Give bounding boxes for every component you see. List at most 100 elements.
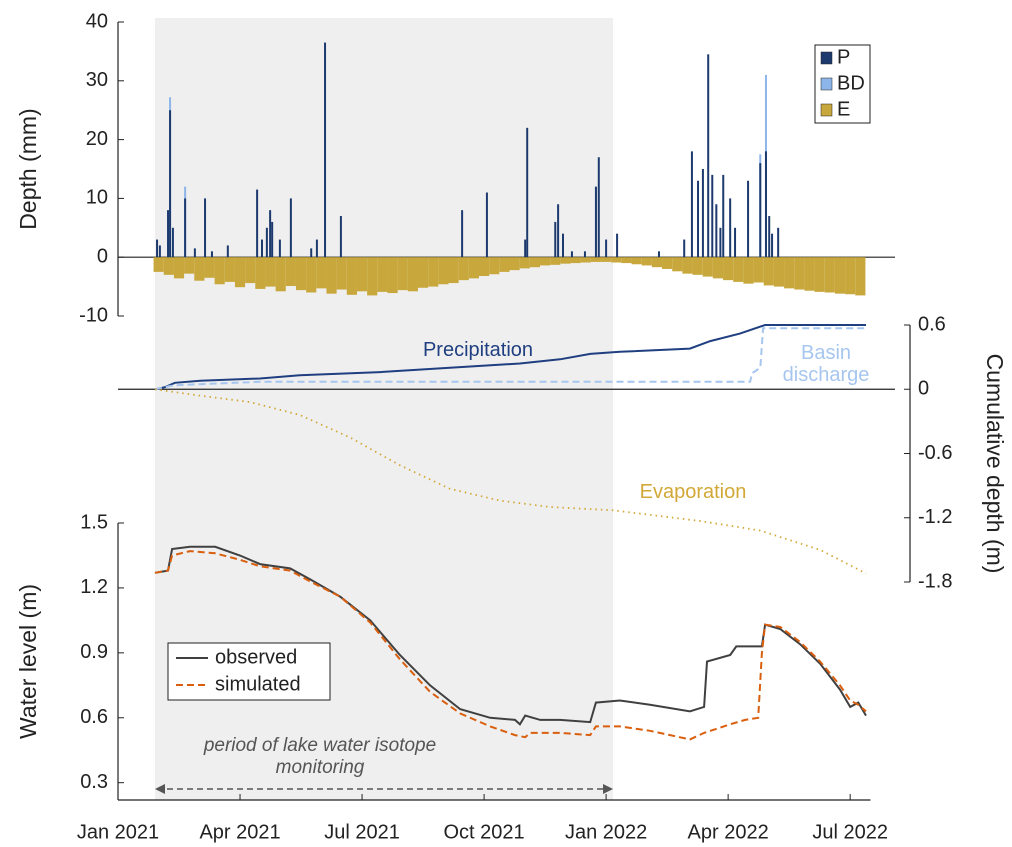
bar <box>169 110 172 258</box>
bar <box>605 239 608 258</box>
bar <box>526 127 529 258</box>
series-label: Basin discharge <box>782 342 870 386</box>
x-tick-label: Apr 2021 <box>199 821 280 843</box>
bar <box>346 257 357 295</box>
bar <box>834 257 846 294</box>
bar <box>570 257 581 264</box>
bar <box>428 257 439 287</box>
legend-swatch <box>820 51 833 65</box>
y-tick-label: 0 <box>918 378 929 400</box>
bar <box>657 251 660 258</box>
legend-label: P <box>837 46 850 68</box>
bar <box>524 239 527 258</box>
x-tick-label: Jul 2021 <box>324 821 400 843</box>
bar <box>448 257 459 284</box>
bar <box>662 257 673 269</box>
bar <box>245 257 256 284</box>
x-tick-label: Jan 2022 <box>565 821 647 843</box>
bar <box>158 245 161 258</box>
y-tick-label: 1.5 <box>80 511 108 533</box>
bar <box>295 257 307 291</box>
y-tick-label: 20 <box>86 128 108 150</box>
bar <box>193 248 196 258</box>
bar <box>377 257 388 292</box>
bar <box>855 257 866 296</box>
bar <box>583 251 586 258</box>
bar <box>611 257 622 263</box>
y-axis-label: Water level (m) <box>15 584 41 739</box>
bar <box>734 227 737 258</box>
bar <box>265 257 276 287</box>
bar <box>594 186 597 258</box>
bar <box>367 257 378 296</box>
bar <box>265 227 268 258</box>
series-label: Evaporation <box>639 481 747 503</box>
bar <box>315 239 318 258</box>
bar <box>271 221 274 258</box>
y-tick-label: 40 <box>86 10 108 32</box>
bar <box>269 210 272 258</box>
bar <box>554 221 557 258</box>
bar <box>171 227 174 258</box>
bar <box>458 257 469 281</box>
y-axis-label: Cumulative depth (m) <box>982 354 1008 574</box>
bar <box>184 198 187 258</box>
bar <box>719 227 722 258</box>
bar <box>697 180 700 258</box>
y-tick-label: 0.6 <box>918 313 946 335</box>
y-axis-label: Depth (mm) <box>15 108 41 229</box>
series-label: Precipitation <box>422 339 534 361</box>
bar <box>255 257 266 289</box>
bar <box>616 233 619 258</box>
bar <box>692 257 703 275</box>
bar <box>712 257 724 279</box>
bar <box>729 198 732 258</box>
bar <box>557 204 560 258</box>
bar <box>438 257 449 285</box>
bar <box>768 216 771 258</box>
bar <box>651 257 663 268</box>
bar <box>777 227 780 258</box>
y-tick-label: 1.2 <box>80 576 108 598</box>
bar <box>204 198 207 258</box>
legend-swatch <box>820 103 833 117</box>
bar <box>163 257 174 275</box>
bar <box>690 151 693 258</box>
bar <box>387 257 398 294</box>
bar <box>601 257 612 262</box>
bar <box>814 257 825 292</box>
legend-swatch <box>820 77 833 91</box>
bar <box>184 257 195 274</box>
bar <box>540 257 551 266</box>
bar <box>743 257 754 284</box>
bar <box>519 257 530 269</box>
bar <box>489 257 500 275</box>
y-tick-label: 0.9 <box>80 641 108 663</box>
y-tick-label: -1.8 <box>918 570 952 592</box>
bar <box>711 174 714 258</box>
bar <box>407 257 418 292</box>
x-tick-label: Jan 2021 <box>77 821 159 843</box>
bar <box>310 248 313 258</box>
bar <box>324 42 327 258</box>
arrow-head <box>155 784 166 794</box>
bar <box>275 257 286 292</box>
bar <box>339 216 342 258</box>
bar <box>289 198 292 258</box>
bar <box>560 257 571 264</box>
bar <box>204 257 215 278</box>
y-tick-label: -0.6 <box>918 442 952 464</box>
annotation: period of lake water isotope monitoring <box>203 735 437 778</box>
bar <box>715 204 718 258</box>
bar <box>461 210 464 258</box>
bar <box>356 257 368 292</box>
bar <box>167 210 170 258</box>
x-tick-label: Oct 2021 <box>443 821 524 843</box>
y-tick-label: -10 <box>79 304 108 326</box>
bar <box>763 257 774 286</box>
bar <box>771 233 774 258</box>
bar <box>723 257 734 281</box>
line <box>154 324 866 391</box>
bar <box>210 251 213 258</box>
